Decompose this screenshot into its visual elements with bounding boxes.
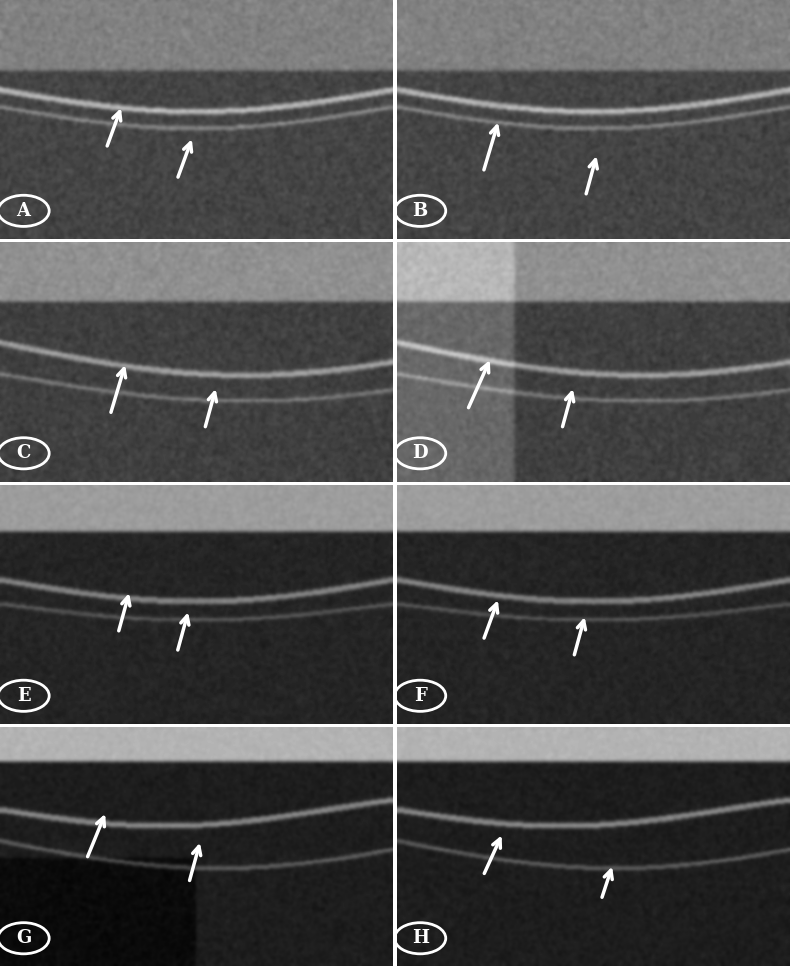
Text: F: F	[414, 687, 427, 705]
Text: E: E	[17, 687, 31, 705]
Text: C: C	[17, 444, 31, 462]
Text: G: G	[16, 929, 32, 948]
Text: A: A	[17, 202, 31, 220]
Text: H: H	[412, 929, 429, 948]
Text: D: D	[412, 444, 428, 462]
Text: B: B	[412, 202, 428, 220]
